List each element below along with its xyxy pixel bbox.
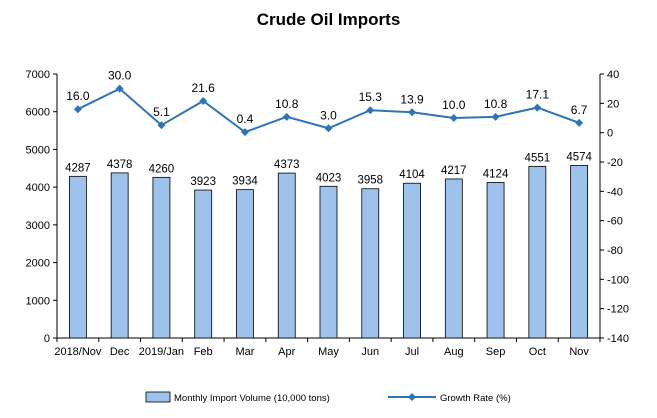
y-right-tick-label: -20 [607, 157, 623, 169]
growth-rate-point [115, 84, 124, 93]
bar-value-label: 4551 [525, 152, 551, 164]
growth-rate-point [491, 112, 500, 121]
y-right-tick-label: -80 [607, 245, 623, 257]
y-right-tick-label: 40 [607, 69, 619, 81]
growth-rate-label: 17.1 [526, 88, 550, 102]
bar [570, 165, 589, 339]
y-right-tick-label: -140 [607, 333, 629, 345]
x-tick-label: Aug [444, 346, 464, 358]
bar-value-label: 4124 [483, 168, 509, 180]
bar-value-label: 4023 [316, 172, 342, 184]
bar-value-label: 4104 [399, 169, 425, 181]
growth-rate-label: 30.0 [108, 69, 132, 83]
growth-rate-label: 5.1 [153, 105, 170, 119]
growth-rate-point [449, 114, 458, 122]
y-right-tick-label: -120 [607, 304, 629, 316]
y-right-tick-label: 0 [607, 128, 613, 140]
bar-value-label: 4574 [566, 151, 592, 163]
bar [403, 182, 421, 339]
bar [277, 172, 296, 339]
growth-rate-point [157, 121, 166, 130]
bar-value-label: 4378 [107, 159, 133, 171]
growth-rate-point [199, 96, 208, 105]
x-tick-label: Jun [361, 346, 379, 358]
bar-value-label: 3958 [357, 175, 383, 187]
bar [361, 188, 380, 339]
growth-rate-label: 13.9 [400, 92, 424, 106]
bar [319, 185, 338, 339]
growth-rate-label: 10.0 [442, 98, 466, 112]
y-left-tick-label: 0 [44, 333, 50, 345]
x-tick-label: Oct [529, 346, 546, 358]
bar [152, 176, 171, 339]
y-left-tick-label: 4000 [26, 182, 50, 194]
y-left-tick-label: 7000 [26, 69, 50, 81]
bar-value-label: 4260 [149, 163, 175, 175]
x-tick-label: 2018/Nov [54, 346, 102, 358]
legend-line-marker [408, 393, 416, 401]
bar [68, 175, 87, 339]
x-tick-label: Nov [569, 346, 589, 358]
x-tick-label: Sep [486, 346, 506, 358]
y-left-tick-label: 2000 [26, 258, 50, 270]
growth-rate-label: 16.0 [66, 89, 90, 103]
growth-rate-point [282, 112, 291, 121]
bar [194, 189, 213, 339]
growth-rate-label: 10.8 [484, 97, 508, 111]
growth-rate-label: 6.7 [571, 103, 588, 117]
bar-value-label: 4287 [65, 162, 91, 174]
bar [528, 165, 547, 339]
bar-value-label: 4217 [441, 165, 467, 177]
growth-rate-point [575, 118, 584, 127]
x-tick-label: Dec [110, 346, 130, 358]
x-tick-label: May [318, 346, 339, 358]
growth-rate-label: 10.8 [275, 97, 299, 111]
y-right-tick-label: -60 [607, 216, 623, 228]
bar [444, 178, 463, 339]
y-right-tick-label: -100 [607, 274, 629, 286]
y-left-tick-label: 5000 [26, 144, 50, 156]
y-left-tick-label: 3000 [26, 220, 50, 232]
growth-rate-label: 21.6 [192, 81, 216, 95]
growth-rate-label: 15.3 [359, 90, 383, 104]
y-right-tick-label: -40 [607, 186, 623, 198]
legend-line-label: Growth Rate (%) [440, 393, 511, 404]
x-tick-label: Apr [278, 346, 295, 358]
bar [110, 172, 129, 339]
growth-rate-point [408, 108, 417, 117]
bar [486, 182, 505, 339]
growth-rate-label: 0.4 [237, 112, 254, 126]
growth-rate-point [533, 103, 542, 112]
growth-rate-label: 3.0 [320, 108, 337, 122]
y-right-tick-label: 20 [607, 98, 619, 110]
y-left-tick-label: 1000 [26, 295, 50, 307]
growth-rate-point [366, 106, 375, 115]
growth-rate-point [73, 105, 82, 114]
chart-title: Crude Oil Imports [256, 10, 401, 29]
growth-rate-point [240, 128, 249, 137]
growth-rate-point [324, 124, 333, 133]
x-tick-label: Feb [194, 346, 213, 358]
x-tick-label: Mar [235, 346, 254, 358]
x-tick-label: 2019/Jan [139, 346, 184, 358]
legend-bar-label: Monthly Import Volume (10,000 tons) [174, 393, 330, 404]
y-left-tick-label: 6000 [26, 107, 50, 119]
legend-bar-swatch [145, 391, 171, 403]
bar [236, 189, 254, 339]
bar-value-label: 4373 [274, 159, 300, 171]
bar-value-label: 3934 [232, 176, 258, 188]
bar-value-label: 3923 [190, 176, 216, 188]
x-tick-label: Jul [405, 346, 419, 358]
